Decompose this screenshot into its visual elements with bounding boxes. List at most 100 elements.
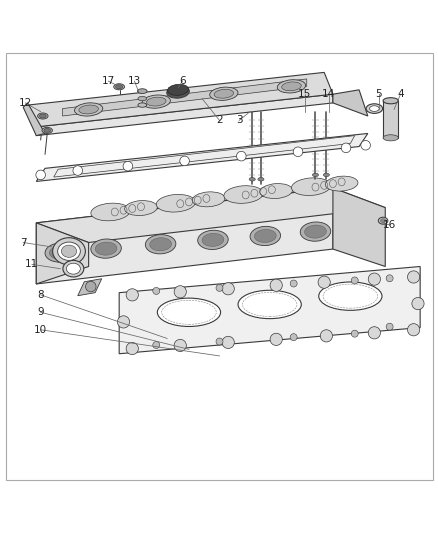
- Ellipse shape: [142, 95, 170, 108]
- Text: 6: 6: [179, 76, 185, 86]
- Polygon shape: [119, 266, 419, 354]
- Ellipse shape: [322, 173, 328, 176]
- Circle shape: [367, 327, 380, 339]
- Circle shape: [236, 151, 246, 161]
- Polygon shape: [332, 90, 367, 116]
- Ellipse shape: [254, 229, 276, 243]
- Circle shape: [222, 336, 234, 349]
- Ellipse shape: [66, 263, 80, 274]
- Circle shape: [360, 140, 370, 150]
- Circle shape: [117, 316, 129, 328]
- Ellipse shape: [138, 96, 146, 101]
- Ellipse shape: [113, 84, 124, 90]
- Circle shape: [36, 170, 46, 180]
- Ellipse shape: [44, 128, 50, 132]
- Text: 7: 7: [20, 238, 26, 247]
- Ellipse shape: [91, 203, 130, 221]
- Circle shape: [290, 280, 297, 287]
- Ellipse shape: [312, 173, 318, 176]
- Ellipse shape: [201, 233, 223, 246]
- Circle shape: [350, 277, 357, 284]
- Text: 10: 10: [34, 325, 47, 335]
- Polygon shape: [332, 188, 385, 266]
- Ellipse shape: [365, 104, 382, 114]
- Circle shape: [180, 156, 189, 166]
- Ellipse shape: [192, 192, 224, 207]
- Ellipse shape: [197, 230, 228, 249]
- Text: 5: 5: [374, 89, 381, 99]
- Ellipse shape: [250, 227, 280, 246]
- Ellipse shape: [166, 86, 189, 98]
- Ellipse shape: [149, 238, 171, 251]
- Ellipse shape: [257, 177, 263, 181]
- Ellipse shape: [49, 246, 71, 259]
- Text: 17: 17: [102, 76, 115, 86]
- Text: 2: 2: [215, 115, 223, 125]
- Ellipse shape: [156, 195, 195, 212]
- Ellipse shape: [157, 298, 220, 327]
- Ellipse shape: [277, 80, 305, 93]
- Circle shape: [385, 323, 392, 330]
- Text: 14: 14: [321, 89, 335, 99]
- Circle shape: [73, 166, 82, 175]
- Circle shape: [85, 281, 96, 292]
- Ellipse shape: [61, 245, 77, 257]
- Circle shape: [350, 330, 357, 337]
- Polygon shape: [36, 133, 367, 181]
- Circle shape: [174, 340, 186, 352]
- Circle shape: [126, 289, 138, 301]
- Circle shape: [152, 287, 159, 294]
- Circle shape: [411, 297, 423, 310]
- Circle shape: [406, 271, 419, 283]
- Polygon shape: [36, 188, 385, 243]
- Ellipse shape: [237, 290, 300, 319]
- Ellipse shape: [214, 90, 233, 98]
- Ellipse shape: [116, 85, 122, 88]
- Text: 3: 3: [235, 115, 242, 125]
- Ellipse shape: [378, 217, 387, 224]
- Ellipse shape: [138, 103, 146, 107]
- Ellipse shape: [382, 135, 397, 141]
- Ellipse shape: [42, 127, 52, 133]
- Ellipse shape: [223, 185, 262, 203]
- Text: 13: 13: [127, 76, 141, 86]
- Ellipse shape: [291, 178, 330, 196]
- Circle shape: [123, 161, 132, 171]
- Polygon shape: [28, 72, 332, 127]
- Ellipse shape: [95, 242, 117, 255]
- Ellipse shape: [281, 82, 300, 91]
- Ellipse shape: [53, 238, 85, 265]
- Ellipse shape: [124, 200, 157, 215]
- Circle shape: [174, 286, 186, 298]
- Circle shape: [367, 273, 380, 285]
- Polygon shape: [382, 101, 397, 138]
- Circle shape: [152, 342, 159, 349]
- Text: 11: 11: [25, 260, 39, 269]
- Ellipse shape: [249, 177, 254, 181]
- Circle shape: [385, 275, 392, 282]
- Polygon shape: [78, 279, 102, 296]
- Text: 4: 4: [396, 89, 403, 99]
- Ellipse shape: [369, 106, 378, 111]
- Circle shape: [318, 276, 329, 288]
- Circle shape: [290, 334, 297, 341]
- Text: 8: 8: [37, 290, 44, 300]
- Circle shape: [222, 282, 234, 295]
- Polygon shape: [36, 94, 332, 135]
- Ellipse shape: [74, 103, 102, 116]
- Polygon shape: [62, 79, 306, 116]
- Circle shape: [269, 279, 282, 292]
- Ellipse shape: [39, 114, 46, 118]
- Text: 12: 12: [19, 98, 32, 108]
- Polygon shape: [36, 223, 88, 284]
- Circle shape: [320, 330, 332, 342]
- Ellipse shape: [382, 98, 397, 104]
- Polygon shape: [36, 188, 332, 284]
- Ellipse shape: [145, 235, 176, 254]
- Circle shape: [269, 333, 282, 345]
- Circle shape: [215, 285, 223, 292]
- Ellipse shape: [209, 87, 237, 100]
- Ellipse shape: [91, 239, 121, 258]
- Ellipse shape: [57, 242, 80, 261]
- Text: 9: 9: [37, 308, 44, 317]
